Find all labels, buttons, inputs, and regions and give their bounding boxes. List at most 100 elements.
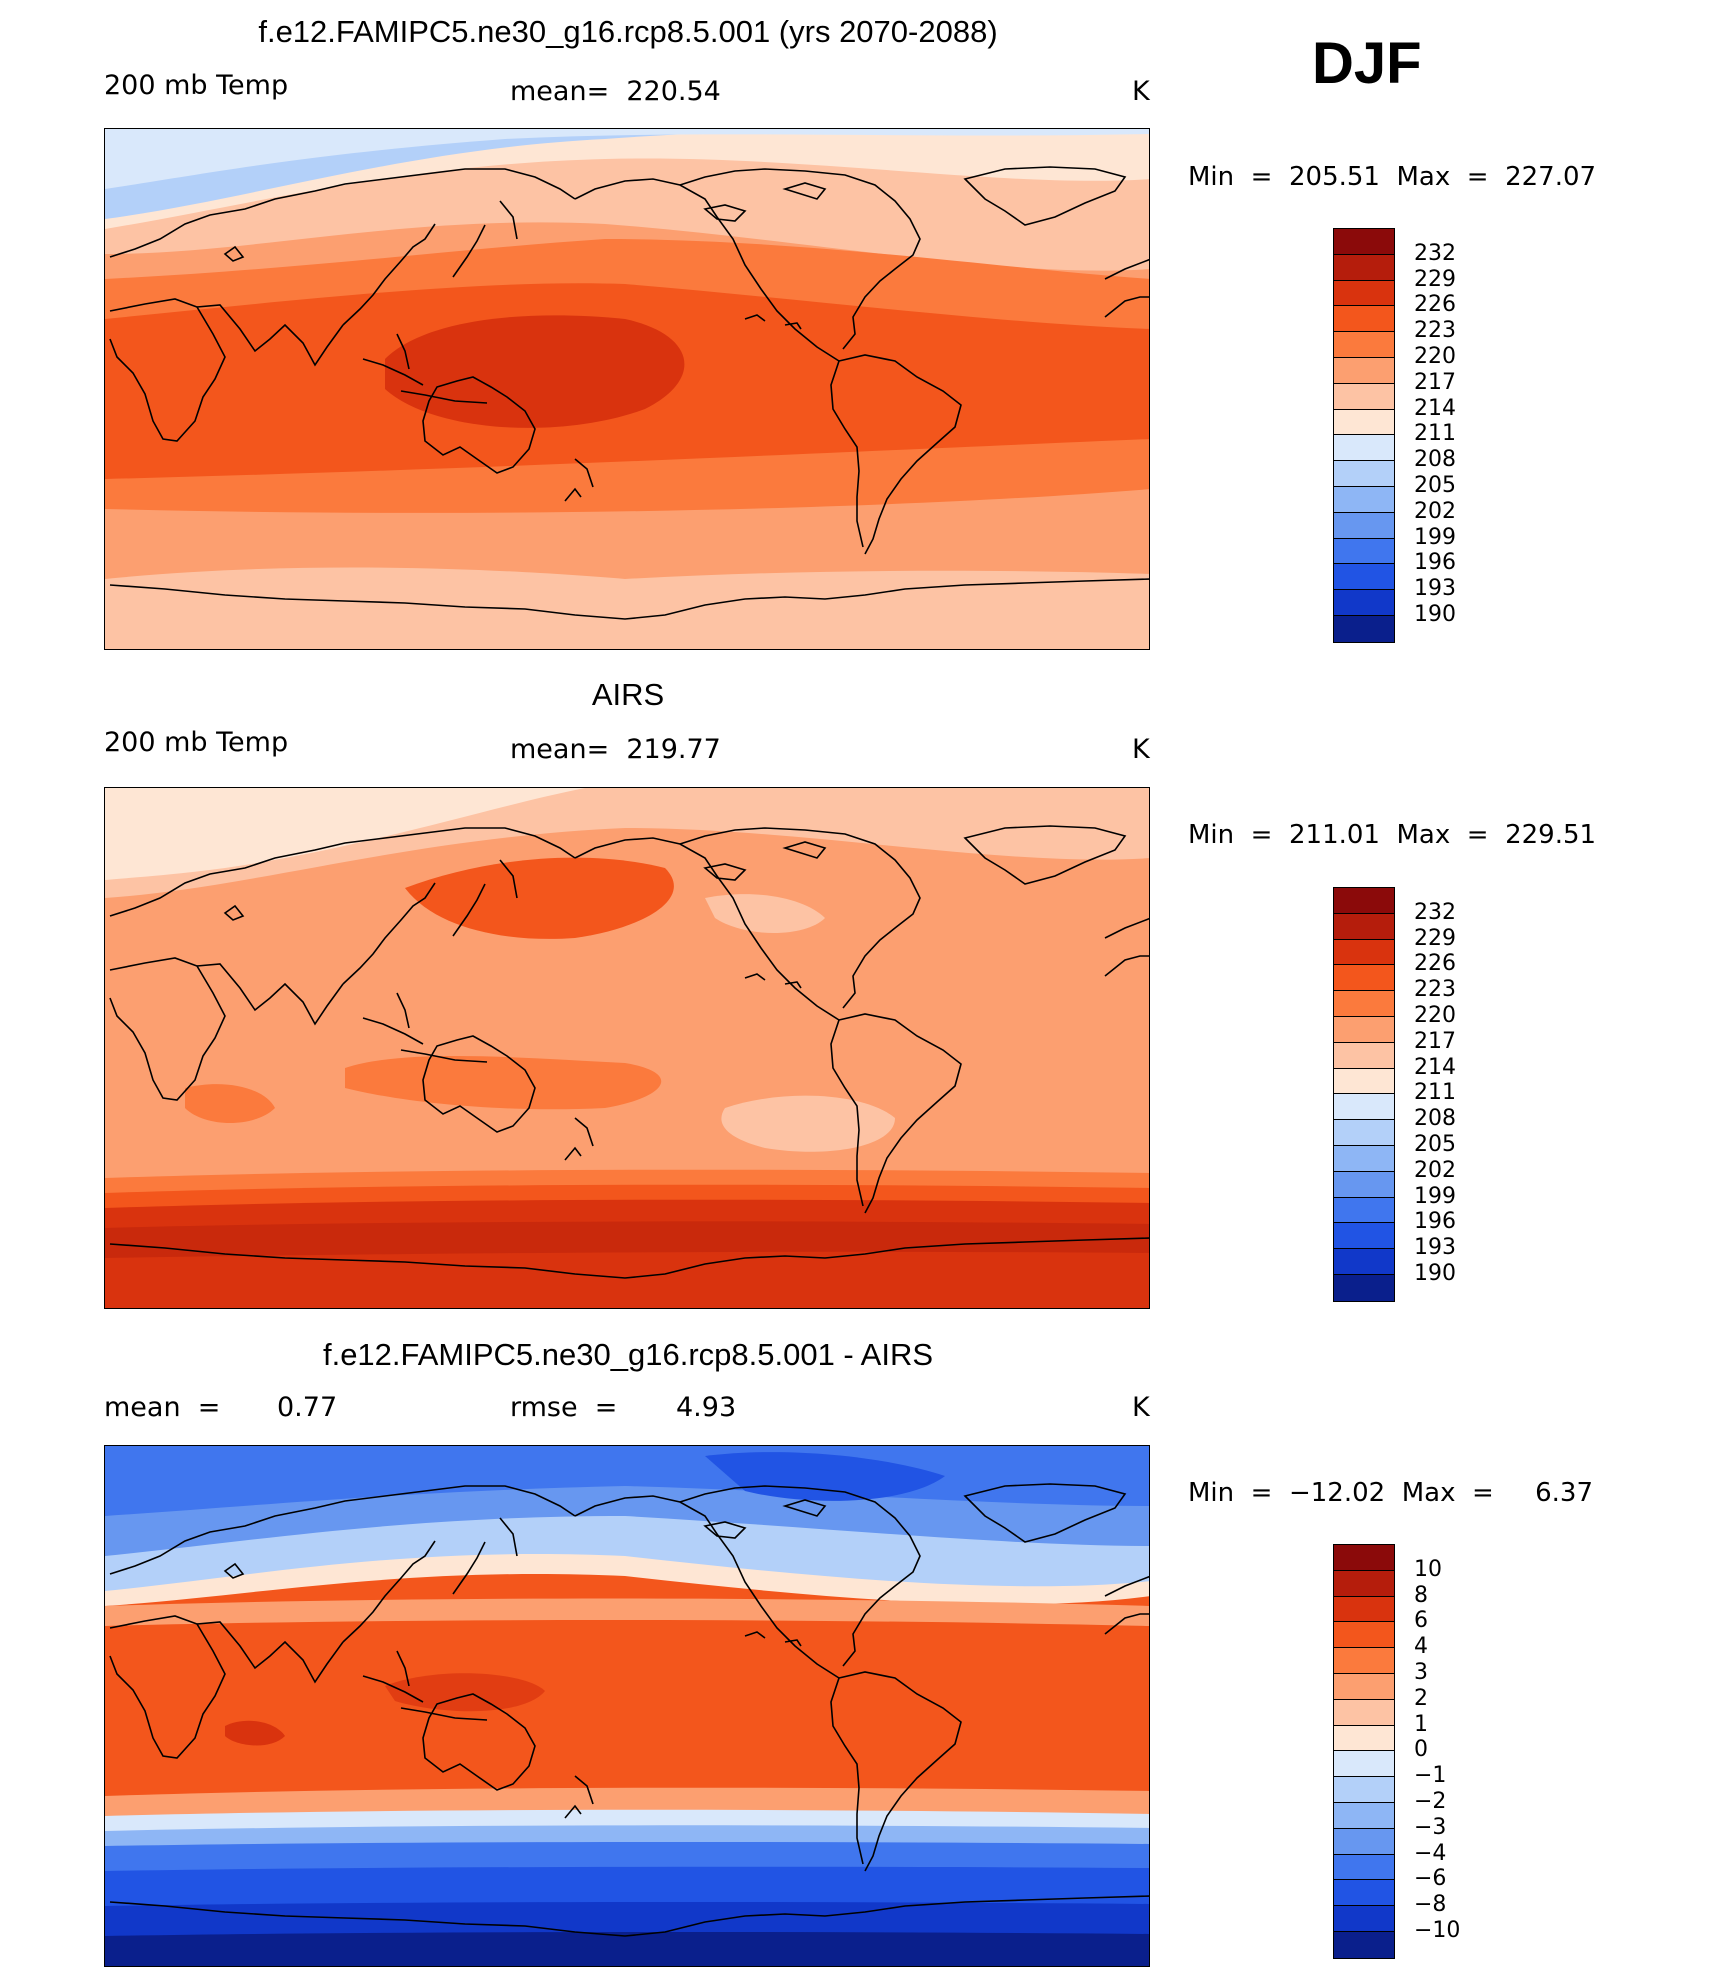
colorbar-tick-label: 214	[1414, 395, 1456, 421]
colorbar-swatch	[1334, 1545, 1394, 1571]
colorbar-swatch	[1334, 1171, 1394, 1198]
colorbar-swatch	[1334, 965, 1394, 992]
colorbar-tick-label: 232	[1414, 240, 1456, 266]
colorbar-tick-label: 223	[1414, 977, 1456, 1003]
panel-3-rmse-value: 4.93	[676, 1392, 737, 1423]
colorbar-swatch	[1334, 486, 1394, 513]
panel-1-units: K	[1132, 76, 1150, 107]
colorbar-swatch	[1334, 1120, 1394, 1146]
panel-2-colorbar	[1333, 887, 1395, 1302]
colorbar-tick-label: 202	[1414, 498, 1456, 524]
colorbar-swatch	[1334, 1570, 1394, 1597]
panel-3-rmse-label: rmse =	[510, 1392, 618, 1423]
colorbar-swatch	[1334, 1274, 1394, 1301]
colorbar-tick-label: 10	[1414, 1556, 1442, 1582]
colorbar-tick-label: 3	[1414, 1660, 1428, 1685]
colorbar-tick-label: 202	[1414, 1157, 1456, 1183]
colorbar-tick-label: 229	[1414, 266, 1456, 292]
colorbar-swatch	[1334, 1777, 1394, 1803]
colorbar-tick-label: 211	[1414, 421, 1456, 447]
panel-1-title: f.e12.FAMIPC5.ne30_g16.rcp8.5.001 (yrs 2…	[258, 14, 998, 49]
colorbar-tick-label: 211	[1414, 1080, 1456, 1106]
colorbar-swatch	[1334, 357, 1394, 384]
colorbar-swatch	[1334, 590, 1394, 616]
colorbar-swatch	[1334, 564, 1394, 591]
colorbar-tick-label: 220	[1414, 1003, 1456, 1028]
panel-1-colorbar	[1333, 228, 1395, 643]
colorbar-swatch	[1334, 1016, 1394, 1043]
difference-map	[104, 1445, 1150, 1967]
colorbar-tick-label: 220	[1414, 344, 1456, 369]
colorbar-tick-label: 205	[1414, 473, 1456, 498]
airs-temperature-map	[104, 787, 1150, 1309]
colorbar-swatch	[1334, 306, 1394, 333]
colorbar-tick-label: 226	[1414, 951, 1456, 977]
panel-2-title: AIRS	[591, 677, 665, 712]
panel-3-minmax: Min = −12.02 Max = 6.37	[1188, 1478, 1594, 1508]
colorbar-swatch	[1334, 1673, 1394, 1700]
colorbar-tick-label: 217	[1414, 369, 1456, 395]
colorbar-tick-label: −1	[1414, 1763, 1447, 1789]
panel-2-mean-label: mean= 219.77	[510, 734, 721, 765]
colorbar-tick-label: 217	[1414, 1028, 1456, 1054]
colorbar-tick-label: −4	[1414, 1840, 1447, 1866]
colorbar-tick-label: 4	[1414, 1634, 1428, 1660]
colorbar-tick-label: 2	[1414, 1685, 1428, 1711]
colorbar-swatch	[1334, 1197, 1394, 1224]
colorbar-tick-label: 208	[1414, 1106, 1456, 1132]
colorbar-tick-label: 190	[1414, 602, 1456, 627]
colorbar-tick-label: 190	[1414, 1261, 1456, 1286]
colorbar-swatch	[1334, 1725, 1394, 1752]
colorbar-tick-label: 193	[1414, 576, 1456, 602]
colorbar-tick-label: 196	[1414, 1209, 1456, 1235]
colorbar-swatch	[1334, 1622, 1394, 1649]
panel-3-mean-value: 0.77	[277, 1392, 338, 1423]
colorbar-swatch	[1334, 409, 1394, 436]
panel-3-units: K	[1132, 1392, 1150, 1423]
colorbar-swatch	[1334, 888, 1394, 914]
panel-1-variable-label: 200 mb Temp	[104, 70, 289, 101]
panel-2-minmax: Min = 211.01 Max = 229.51	[1188, 820, 1597, 850]
colorbar-tick-label: 232	[1414, 899, 1456, 925]
colorbar-swatch	[1334, 435, 1394, 462]
colorbar-tick-label: 223	[1414, 318, 1456, 344]
colorbar-swatch	[1334, 939, 1394, 966]
season-label: DJF	[1312, 31, 1422, 96]
colorbar-swatch	[1334, 1828, 1394, 1855]
colorbar-tick-label: −6	[1414, 1866, 1447, 1892]
colorbar-swatch	[1334, 1068, 1394, 1095]
colorbar-swatch	[1334, 332, 1394, 358]
panel-2-units: K	[1132, 734, 1150, 765]
colorbar-swatch	[1334, 1042, 1394, 1069]
colorbar-swatch	[1334, 383, 1394, 410]
colorbar-tick-label: 196	[1414, 550, 1456, 576]
colorbar-tick-label: 6	[1414, 1608, 1428, 1634]
colorbar-swatch	[1334, 991, 1394, 1017]
colorbar-swatch	[1334, 1854, 1394, 1881]
panel-3-title: f.e12.FAMIPC5.ne30_g16.rcp8.5.001 - AIRS	[322, 1337, 934, 1372]
colorbar-swatch	[1334, 254, 1394, 281]
colorbar-swatch	[1334, 461, 1394, 487]
colorbar-tick-label: 1	[1414, 1711, 1428, 1737]
colorbar-swatch	[1334, 1223, 1394, 1250]
colorbar-swatch	[1334, 1751, 1394, 1778]
colorbar-tick-label: 8	[1414, 1582, 1428, 1608]
model-temperature-map	[104, 128, 1150, 650]
colorbar-swatch	[1334, 538, 1394, 565]
colorbar-swatch	[1334, 1145, 1394, 1172]
colorbar-swatch	[1334, 1906, 1394, 1932]
colorbar-tick-label: −10	[1414, 1918, 1461, 1943]
colorbar-swatch	[1334, 512, 1394, 539]
colorbar-swatch	[1334, 1880, 1394, 1907]
colorbar-swatch	[1334, 1648, 1394, 1674]
colorbar-tick-label: −3	[1414, 1814, 1447, 1840]
colorbar-swatch	[1334, 1094, 1394, 1121]
colorbar-tick-label: 229	[1414, 925, 1456, 951]
colorbar-swatch	[1334, 280, 1394, 307]
colorbar-tick-label: 208	[1414, 447, 1456, 473]
panel-2-variable-label: 200 mb Temp	[104, 727, 289, 758]
colorbar-tick-label: −2	[1414, 1789, 1447, 1814]
colorbar-swatch	[1334, 229, 1394, 255]
colorbar-tick-label: 214	[1414, 1054, 1456, 1080]
panel-1-mean-label: mean= 220.54	[510, 76, 721, 107]
